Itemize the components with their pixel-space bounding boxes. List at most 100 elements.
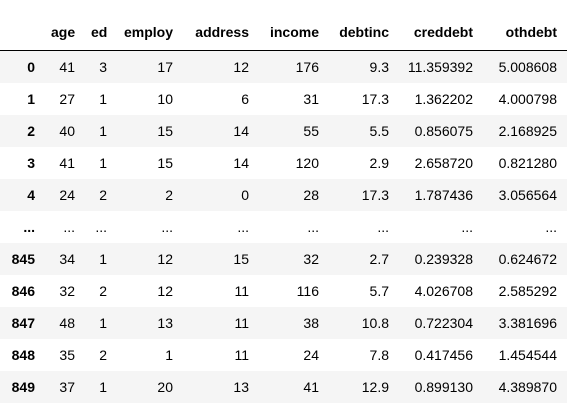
table-cell-age: 34 [59,251,75,267]
table-cell-debtinc: 17.3 [361,187,389,203]
table-cell-othdebt: 3.056564 [498,187,557,203]
table-cell-ed: 1 [99,155,107,171]
table-row: 2 40 1 15 14 55 5.5 0.856075 2.168925 [0,115,567,147]
table-cell-age: 37 [59,379,75,395]
table-cell-debtinc: 2.7 [369,251,389,267]
table-cell-income: 32 [303,251,319,267]
table-cell-address: 11 [234,283,249,299]
table-cell-creddebt: 4.026708 [414,283,473,299]
column-header-othdebt: othdebt [483,14,567,51]
table-cell-debtinc: 10.8 [361,315,389,331]
table-row: 847 48 1 13 11 38 10.8 0.722304 3.381696 [0,307,567,339]
table-cell-ed: 2 [99,283,107,299]
table-cell-income: 28 [303,187,319,203]
table-cell-age: 41 [59,155,75,171]
table-cell-income: 116 [296,283,319,299]
row-index-cell: 847 [11,315,35,331]
table-cell-debtinc: 12.9 [361,379,389,395]
table-cell-othdebt: 2.168925 [498,123,557,139]
column-header-age: age [45,14,85,51]
table-row: 0 41 3 17 12 176 9.3 11.359392 5.008608 [0,50,567,83]
column-header-income: income [259,14,329,51]
table-cell-employ: 17 [157,59,173,75]
table-cell-address: 13 [233,379,249,395]
table-cell-income: ... [307,219,319,235]
table-cell-othdebt: ... [545,219,557,235]
table-cell-creddebt: 0.899130 [414,379,473,395]
table-cell-age: 41 [59,59,75,75]
dataframe-table: age ed employ address income debtinc cre… [0,14,567,403]
table-row: 845 34 1 12 15 32 2.7 0.239328 0.624672 [0,243,567,275]
table-cell-age: 48 [59,315,75,331]
table-cell-employ: ... [161,219,173,235]
table-cell-employ: 13 [157,315,173,331]
table-cell-income: 176 [295,59,319,75]
table-cell-ed: 1 [99,379,107,395]
column-header-debtinc: debtinc [329,14,399,51]
table-row: 4 24 2 2 0 28 17.3 1.787436 3.056564 [0,179,567,211]
table-cell-employ: 10 [157,91,173,107]
table-cell-address: 14 [233,155,249,171]
table-cell-debtinc: 5.5 [369,123,389,139]
table-cell-income: 24 [303,347,319,363]
table-cell-income: 55 [303,123,319,139]
table-cell-ed: 1 [99,251,107,267]
table-cell-ed: 2 [99,187,107,203]
table-cell-ed: 1 [99,91,107,107]
table-cell-address: 14 [233,123,249,139]
table-row: 3 41 1 15 14 120 2.9 2.658720 0.821280 [0,147,567,179]
table-cell-employ: 12 [157,251,173,267]
table-cell-employ: 2 [165,187,173,203]
row-index-cell: 849 [11,379,35,395]
table-cell-address: 11 [234,347,249,363]
table-cell-age: 35 [59,347,75,363]
table-cell-othdebt: 0.624672 [498,251,557,267]
header-row: age ed employ address income debtinc cre… [0,14,567,51]
table-cell-age: ... [63,219,75,235]
table-cell-age: 40 [59,123,75,139]
table-cell-debtinc: 2.9 [369,155,389,171]
table-cell-address: 11 [234,315,249,331]
row-index-cell: 4 [27,187,35,203]
table-cell-creddebt: 2.658720 [414,155,473,171]
table-cell-creddebt: ... [461,219,473,235]
row-index-cell: 3 [27,155,35,171]
table-cell-othdebt: 0.821280 [498,155,557,171]
table-cell-address: 6 [241,91,249,107]
table-cell-creddebt: 0.239328 [414,251,473,267]
table-cell-creddebt: 1.362202 [414,91,473,107]
table-cell-debtinc: 7.8 [369,347,389,363]
table-cell-address: 15 [233,251,249,267]
table-cell-othdebt: 4.000798 [498,91,557,107]
table-cell-employ: 15 [157,123,173,139]
table-cell-employ: 20 [157,379,173,395]
table-cell-othdebt: 2.585292 [498,283,557,299]
table-cell-debtinc: 5.7 [369,283,389,299]
table-cell-income: 31 [303,91,319,107]
table-row: ........................... [0,211,567,243]
row-index-cell: 2 [27,123,35,139]
table-cell-address: 0 [241,187,249,203]
table-cell-othdebt: 5.008608 [498,59,557,75]
row-index-cell: 1 [27,91,35,107]
table-cell-ed: 2 [99,347,107,363]
table-cell-age: 27 [59,91,75,107]
row-index-cell: 848 [11,347,35,363]
table-cell-age: 24 [59,187,75,203]
index-header-cell [0,14,45,51]
table-header: age ed employ address income debtinc cre… [0,14,567,51]
table-row: 848 35 2 1 11 24 7.8 0.417456 1.454544 [0,339,567,371]
table-cell-othdebt: 3.381696 [498,315,557,331]
table-row: 846 32 2 12 11 116 5.7 4.026708 2.585292 [0,275,567,307]
table-cell-othdebt: 4.389870 [498,379,557,395]
table-cell-creddebt: 0.417456 [414,347,473,363]
table-row: 849 37 1 20 13 41 12.9 0.899130 4.389870 [0,371,567,403]
table-cell-creddebt: 11.359392 [407,59,473,75]
column-header-employ: employ [117,14,183,51]
table-cell-creddebt: 0.722304 [414,315,473,331]
table-cell-creddebt: 0.856075 [414,123,473,139]
column-header-ed: ed [85,14,117,51]
table-cell-income: 38 [303,315,319,331]
table-cell-ed: 1 [99,315,107,331]
column-header-creddebt: creddebt [399,14,483,51]
